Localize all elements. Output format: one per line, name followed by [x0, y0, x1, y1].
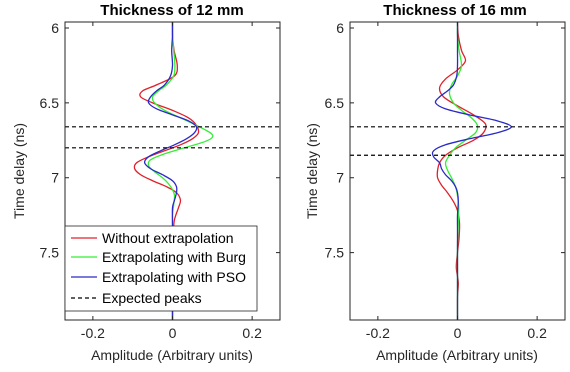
legend: Without extrapolation Extrapolating with…	[64, 225, 258, 312]
x-tick-label: 0.2	[242, 325, 262, 341]
x-axis-label: Amplitude (Arbitrary units)	[376, 347, 538, 363]
x-tick-label: -0.2	[366, 325, 390, 341]
y-tick-label: 7	[336, 170, 344, 186]
series-line-without	[133, 22, 200, 320]
legend-entry-expected: Expected peaks	[71, 290, 202, 306]
x-tick-label: 0	[454, 325, 462, 341]
y-tick-label: 6	[51, 20, 59, 36]
legend-label-without: Without extrapolation	[102, 230, 234, 246]
legend-label-expected: Expected peaks	[102, 290, 202, 306]
y-tick-label: 6	[336, 20, 344, 36]
series-group	[133, 22, 214, 320]
y-axis-label: Time delay (ns)	[304, 123, 320, 219]
y-ticks: 6 6.5 7 7.5	[325, 20, 565, 261]
x-tick-label: 0.2	[527, 325, 547, 341]
y-tick-label: 6.5	[40, 95, 60, 111]
legend-entry-burg: Extrapolating with Burg	[71, 249, 246, 265]
expected-peaks-group	[350, 126, 565, 156]
y-axis-label: Time delay (ns)	[11, 123, 27, 219]
chart-title: Thickness of 12 mm	[100, 2, 243, 19]
chart-title: Thickness of 16 mm	[383, 2, 526, 19]
series-group	[431, 22, 512, 320]
x-ticks: -0.2 0 0.2	[366, 22, 547, 341]
y-tick-label: 6.5	[325, 95, 345, 111]
y-tick-label: 7	[51, 170, 59, 186]
expected-peaks-group	[65, 126, 280, 149]
x-axis-label: Amplitude (Arbitrary units)	[91, 347, 253, 363]
y-ticks: 6 6.5 7 7.5	[40, 20, 280, 261]
series-line-pso	[431, 22, 512, 320]
series-line-without	[436, 22, 487, 320]
series-line-pso	[143, 22, 198, 320]
panel-thickness-16mm: Thickness of 16 mm -0.2 0 0.2 6 6.5 7 7.5 Amp…	[304, 2, 566, 363]
legend-box	[64, 225, 258, 312]
legend-label-pso: Extrapolating with PSO	[102, 269, 246, 285]
series-line-burg	[147, 22, 214, 320]
legend-label-burg: Extrapolating with Burg	[102, 249, 246, 265]
y-tick-label: 7.5	[325, 245, 345, 261]
legend-entry-without: Without extrapolation	[71, 230, 234, 246]
x-tick-label: -0.2	[81, 325, 105, 341]
panel-thickness-12mm: Thickness of 12 mm -0.2 0 0.2 6 6.5 7 7.5 Amp…	[11, 2, 281, 363]
y-tick-label: 7.5	[40, 245, 60, 261]
legend-entry-pso: Extrapolating with PSO	[71, 269, 246, 285]
x-ticks: -0.2 0 0.2	[81, 22, 262, 341]
x-tick-label: 0	[169, 325, 177, 341]
